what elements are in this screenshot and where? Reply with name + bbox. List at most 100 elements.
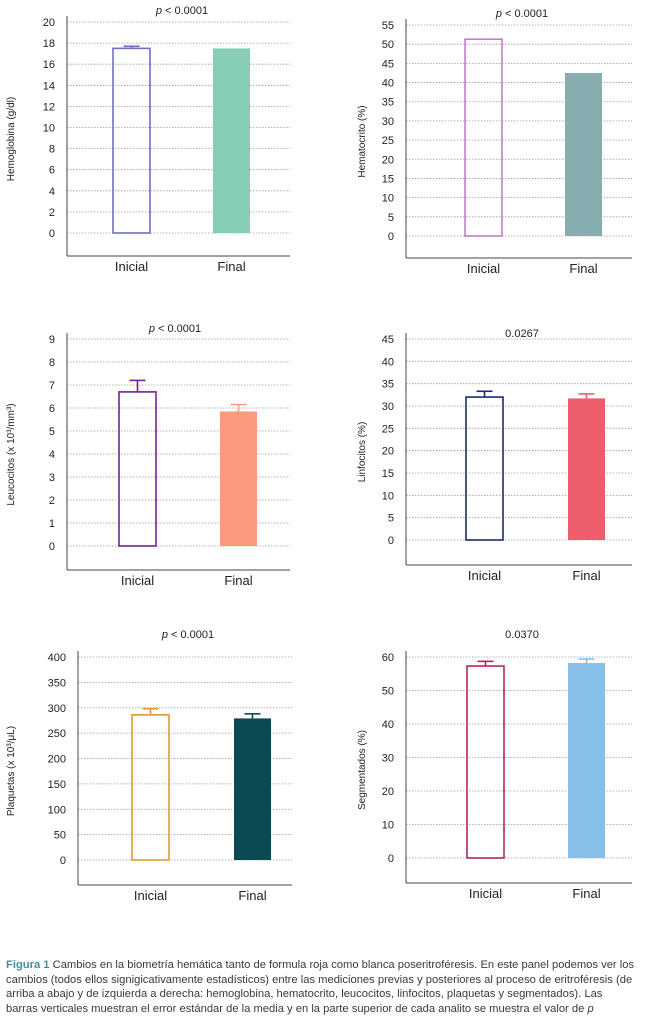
p-value-text: < 0.0001 <box>155 323 201 335</box>
bar-final <box>234 718 271 860</box>
y-tick-label: 10 <box>43 123 55 135</box>
figure-caption: Figura 1 Cambios en la biometría hemátic… <box>6 958 636 1016</box>
p-value-label: p < 0.0001 <box>155 5 208 17</box>
y-tick-label: 14 <box>43 80 55 92</box>
y-tick-label: 30 <box>382 401 394 413</box>
y-tick-label: 25 <box>382 135 394 147</box>
y-axis-label: Leucocitos (x 10³/mm³) <box>6 403 17 505</box>
chart-6: 0 10 20 30 40 50 60 Segmentados (%) 0.0370 Inicia… <box>357 629 632 901</box>
p-value-text: < 0.0001 <box>168 629 214 641</box>
bar-final <box>568 398 605 540</box>
p-value-text: < 0.0001 <box>502 8 548 20</box>
y-tick-label: 3 <box>49 472 55 484</box>
y-tick-label: 18 <box>43 38 55 50</box>
caption-text: Cambios en la biometría hemática tanto d… <box>6 959 635 1015</box>
y-tick-label: 2 <box>49 495 55 507</box>
chart-3: 0 1 2 3 4 5 6 7 8 9 Leucocitos (x 10³/mm³) p < 0.00… <box>6 323 290 588</box>
y-tick-label: 0 <box>388 231 394 243</box>
y-tick-label: 0 <box>49 228 55 240</box>
y-tick-label: 10 <box>382 490 394 502</box>
bar-final <box>565 72 602 236</box>
p-value-label: p < 0.0001 <box>148 323 201 335</box>
y-tick-label: 150 <box>48 779 66 791</box>
bar-inicial <box>466 665 505 859</box>
y-tick-label: 100 <box>48 804 66 816</box>
y-tick-label: 350 <box>48 677 66 689</box>
bar-inicial <box>131 714 170 861</box>
x-tick-label: Final <box>572 568 600 583</box>
y-axis-label: Hematocrito (%) <box>357 105 368 177</box>
y-tick-label: 7 <box>49 380 55 392</box>
y-tick-label: 25 <box>382 423 394 435</box>
y-axis-label: Segmentados (%) <box>357 730 368 810</box>
y-tick-label: 9 <box>49 334 55 346</box>
y-tick-label: 12 <box>43 101 55 113</box>
y-tick-label: 5 <box>388 513 394 525</box>
y-tick-label: 40 <box>382 719 394 731</box>
y-tick-label: 40 <box>382 78 394 90</box>
p-value-text: 0.0267 <box>505 328 539 340</box>
y-tick-label: 30 <box>382 753 394 765</box>
p-value-letter: p <box>495 8 502 20</box>
chart-1: 0 2 4 6 8 10 12 14 16 18 20 Hemoglobina (g/dl) p < 0… <box>6 5 290 274</box>
x-tick-label: Inicial <box>115 259 148 274</box>
chart-4: 0 5 10 15 20 25 30 35 40 45 Linfocitos (%) 0.0267 In… <box>357 328 632 583</box>
x-tick-label: Inicial <box>467 261 500 276</box>
y-tick-label: 300 <box>48 703 66 715</box>
y-tick-label: 6 <box>49 165 55 177</box>
y-tick-label: 4 <box>49 449 55 461</box>
y-tick-label: 6 <box>49 403 55 415</box>
bar-final <box>220 411 257 546</box>
x-tick-label: Final <box>217 259 245 274</box>
p-value-letter: p <box>161 629 168 641</box>
y-tick-label: 40 <box>382 356 394 368</box>
y-tick-label: 15 <box>382 173 394 185</box>
p-value-letter: p <box>148 323 155 335</box>
y-tick-label: 200 <box>48 754 66 766</box>
y-tick-label: 20 <box>382 446 394 458</box>
y-tick-label: 0 <box>60 855 66 867</box>
bar-inicial <box>464 38 503 237</box>
y-tick-label: 0 <box>388 535 394 547</box>
y-tick-label: 8 <box>49 144 55 156</box>
x-tick-label: Final <box>569 261 597 276</box>
p-value-label: 0.0370 <box>505 629 539 641</box>
p-value-text: 0.0370 <box>505 629 539 641</box>
x-tick-label: Final <box>572 886 600 901</box>
x-tick-label: Inicial <box>468 568 501 583</box>
y-tick-label: 2 <box>49 207 55 219</box>
p-value-text: < 0.0001 <box>162 5 208 17</box>
p-value-letter: p <box>155 5 162 17</box>
x-tick-label: Final <box>238 888 266 903</box>
x-tick-label: Final <box>224 573 252 588</box>
x-tick-label: Inicial <box>121 573 154 588</box>
y-tick-label: 15 <box>382 468 394 480</box>
y-tick-label: 5 <box>49 426 55 438</box>
y-tick-label: 35 <box>382 379 394 391</box>
bar-final <box>213 48 250 233</box>
y-axis-label: Hemoglobina (g/dl) <box>6 97 17 182</box>
y-tick-label: 16 <box>43 59 55 71</box>
x-tick-label: Inicial <box>134 888 167 903</box>
y-tick-label: 50 <box>382 686 394 698</box>
y-tick-label: 10 <box>382 820 394 832</box>
y-tick-label: 20 <box>43 17 55 29</box>
y-tick-label: 45 <box>382 334 394 346</box>
y-tick-label: 10 <box>382 193 394 205</box>
y-axis-label: Plaquetas (x 10³/μL) <box>6 726 17 816</box>
bar-inicial <box>112 47 151 234</box>
x-tick-label: Inicial <box>469 886 502 901</box>
y-tick-label: 35 <box>382 97 394 109</box>
p-value-label: p < 0.0001 <box>161 629 214 641</box>
y-axis-label: Linfocitos (%) <box>357 422 368 483</box>
chart-2: 0 5 10 15 20 25 30 35 40 45 50 55 Hematocrito (%) p <… <box>357 8 632 276</box>
y-tick-label: 0 <box>49 541 55 553</box>
y-tick-label: 5 <box>388 212 394 224</box>
y-tick-label: 250 <box>48 728 66 740</box>
caption-p: p <box>587 1002 594 1015</box>
y-tick-label: 8 <box>49 357 55 369</box>
y-tick-label: 1 <box>49 518 55 530</box>
y-tick-label: 400 <box>48 652 66 664</box>
y-tick-label: 4 <box>49 186 55 198</box>
